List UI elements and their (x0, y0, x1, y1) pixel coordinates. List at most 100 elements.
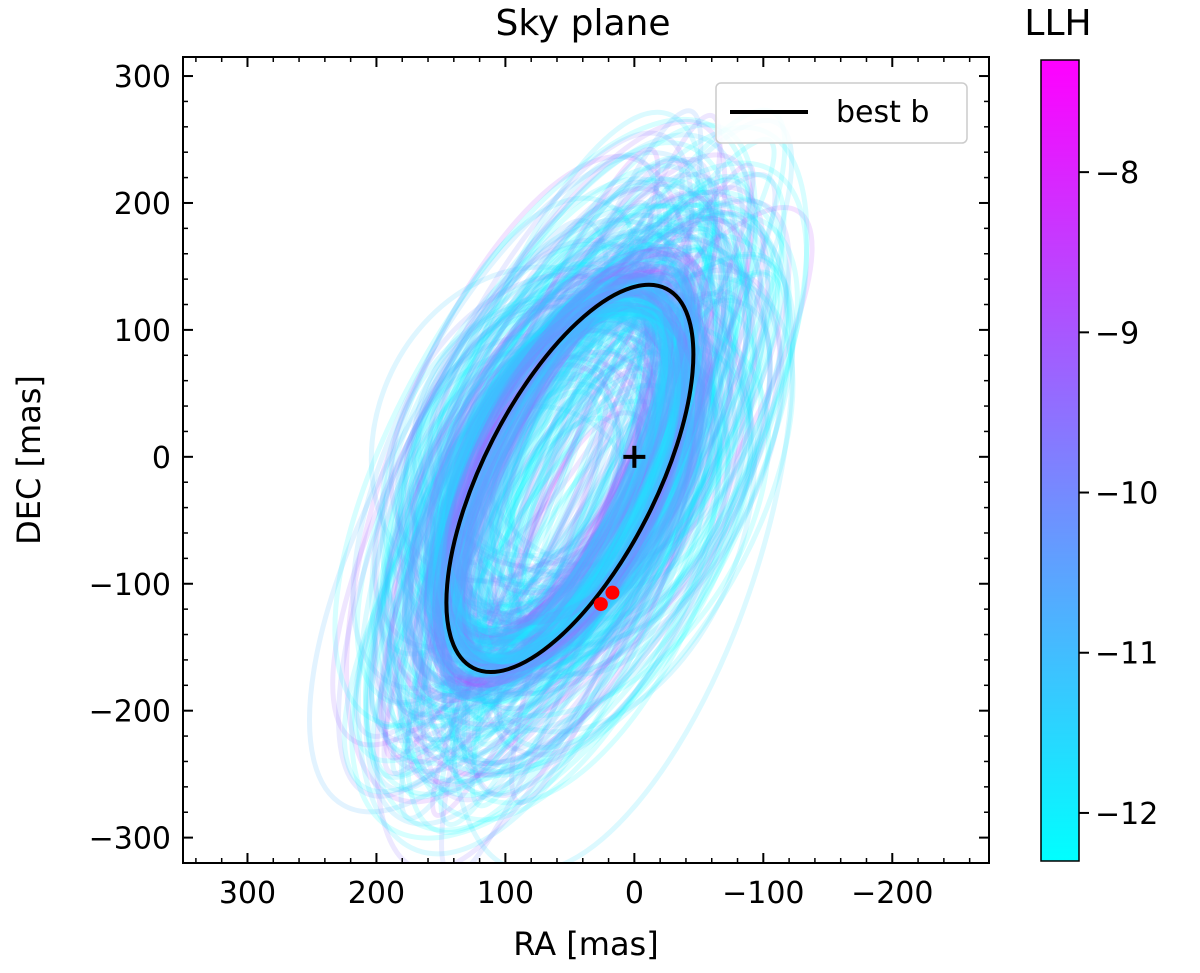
orbit-sample (365, 152, 663, 793)
orbit-sample (488, 398, 707, 680)
legend: best b (715, 82, 968, 144)
orbit-sample (401, 208, 772, 707)
orbit-sample (307, 181, 729, 815)
orbit-sample (481, 296, 764, 750)
orbit-sample (438, 189, 719, 828)
orbit-sample (413, 314, 723, 668)
x-axis-title: RA [mas] (513, 925, 658, 963)
data-point (593, 597, 608, 612)
orbit-sample (368, 211, 800, 766)
orbit-sample (493, 364, 722, 622)
orbit-sample (432, 321, 771, 719)
orbit-sample (487, 293, 701, 680)
orbit-sample (411, 297, 696, 591)
orbit-sample (390, 205, 719, 778)
orbit-sample (509, 271, 739, 594)
orbit-sample (384, 328, 697, 728)
orbit-sample (439, 195, 692, 863)
orbit-sample (382, 146, 661, 761)
orbit-sample (440, 253, 797, 798)
orbit-sample (435, 288, 746, 697)
orbit-sample (471, 262, 673, 584)
orbit-sample (336, 130, 695, 799)
orbit-sample (437, 201, 767, 641)
orbit-sample (442, 250, 693, 700)
best-orbit-layer (444, 282, 696, 675)
orbit-sample (475, 262, 754, 695)
orbit-sample (476, 274, 692, 680)
orbit-sample (396, 109, 709, 793)
orbit-sample (415, 341, 690, 657)
data-point (605, 585, 620, 600)
y-tick-label: 300 (114, 60, 171, 95)
orbit-sample (436, 287, 754, 644)
orbit-sample (422, 375, 627, 647)
orbit-sample (452, 415, 625, 656)
plot-frame (182, 56, 990, 864)
orbit-sample (430, 162, 756, 818)
orbit-sample (520, 267, 696, 696)
orbit-sample (341, 260, 709, 795)
colorbar-tick-label: −9 (1095, 316, 1139, 351)
orbit-sample (447, 272, 731, 671)
orbit-sample (353, 156, 713, 739)
orbit-sample (439, 183, 727, 775)
orbit-sample (392, 189, 771, 711)
orbit-sample (430, 297, 685, 651)
orbit-sample (460, 157, 729, 712)
orbit-sample (450, 210, 777, 639)
orbit-sample (438, 274, 670, 688)
orbit-sample (436, 292, 658, 628)
orbit-sample (381, 290, 694, 754)
orbit-sample (454, 270, 696, 668)
orbit-sample (330, 118, 728, 748)
orbit-sample (380, 198, 792, 774)
orbit-sample (354, 163, 716, 707)
orbit-sample (493, 226, 723, 752)
orbit-sample (400, 177, 749, 823)
orbit-sample (477, 300, 658, 632)
orbit-sample (432, 246, 715, 688)
orbit-sample (433, 290, 658, 701)
orbit-sample (350, 150, 717, 691)
orbit-sample (415, 218, 610, 651)
plot-area (183, 57, 989, 863)
orbit-sample (422, 246, 734, 698)
orbit-sample (499, 322, 691, 671)
orbit-sample (427, 284, 710, 663)
orbit-sample (437, 304, 685, 637)
y-tick-label: 100 (114, 314, 171, 349)
orbit-sample (442, 251, 785, 681)
orbit-sample (398, 330, 673, 715)
orbit-sample (430, 389, 604, 682)
x-tick-label: 200 (348, 876, 405, 911)
orbit-sample (385, 201, 780, 713)
x-tick-label: 300 (219, 876, 276, 911)
orbit-sample (440, 287, 692, 675)
x-tick-label: −200 (851, 876, 933, 911)
orbit-sample (433, 289, 671, 651)
orbit-sample (432, 286, 702, 672)
colorbar-tick-label: −12 (1095, 797, 1158, 832)
orbit-sample (454, 108, 704, 752)
orbit-sample (344, 154, 690, 805)
orbit-sample (445, 286, 665, 657)
x-tick-label: −100 (722, 876, 804, 911)
orbit-sample (411, 217, 699, 668)
orbit-sample (450, 177, 720, 759)
orbit-sample (444, 302, 671, 645)
orbit-sample (449, 364, 609, 678)
orbit-sample (450, 296, 685, 648)
orbit-sample (443, 362, 622, 617)
orbit-sample (386, 189, 792, 785)
orbit-sample (488, 310, 705, 622)
orbit-sample (433, 288, 681, 665)
orbit-sample (448, 200, 796, 863)
orbit-sample (455, 305, 674, 666)
orbit-sample (439, 214, 733, 739)
orbit-sample (510, 349, 731, 677)
colorbar-tick-label: −8 (1095, 156, 1139, 191)
orbit-sample (456, 174, 759, 723)
orbit-sample (389, 287, 694, 778)
legend-label-best-b: best b (836, 95, 929, 130)
